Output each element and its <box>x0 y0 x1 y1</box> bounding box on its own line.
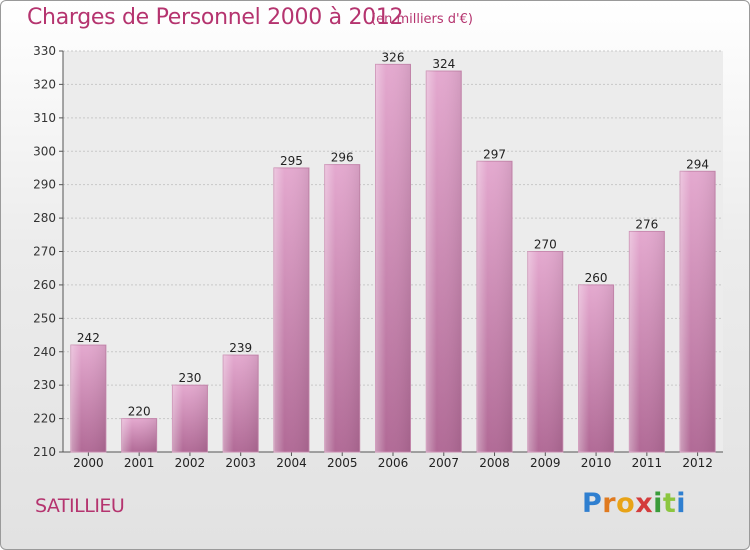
y-tick-label: 240 <box>33 345 56 359</box>
value-label: 295 <box>280 154 303 168</box>
y-tick-label: 220 <box>33 412 56 426</box>
x-tick-label: 2012 <box>682 456 713 470</box>
bar-shine-2011 <box>629 231 665 452</box>
y-tick-label: 230 <box>33 378 56 392</box>
x-tick-label: 2004 <box>276 456 307 470</box>
y-tick-label: 290 <box>33 178 56 192</box>
logo-letter: r <box>602 488 617 519</box>
bar-shine-2012 <box>680 171 716 453</box>
x-tick-label: 2007 <box>428 456 459 470</box>
value-label: 324 <box>432 57 455 71</box>
bar-shine-2000 <box>70 345 106 452</box>
x-tick-label: 2003 <box>225 456 256 470</box>
bar-shine-2010 <box>578 284 614 452</box>
bar-shine-2005 <box>324 164 360 452</box>
y-tick-label: 330 <box>33 44 56 58</box>
bars <box>70 63 716 453</box>
y-tick-label: 310 <box>33 111 56 125</box>
y-tick-label: 300 <box>33 144 56 158</box>
x-tick-label: 2010 <box>581 456 612 470</box>
logo-letter: x <box>635 488 654 519</box>
y-tick-label: 270 <box>33 245 56 259</box>
logo-letter: t <box>662 488 677 519</box>
y-tick-label: 280 <box>33 211 56 225</box>
bar-shine-2004 <box>273 167 309 453</box>
y-tick-label: 320 <box>33 77 56 91</box>
value-label: 294 <box>686 157 709 171</box>
logo-letter: i <box>676 488 687 519</box>
x-tick-label: 2008 <box>479 456 510 470</box>
x-tick-label: 2002 <box>175 456 206 470</box>
bar-shine-2008 <box>477 161 513 452</box>
value-label: 239 <box>229 341 252 355</box>
place-name: SATILLIEU <box>35 495 125 517</box>
bar-shine-2002 <box>172 385 208 452</box>
value-label: 230 <box>178 371 201 385</box>
logo-letter: o <box>616 488 636 519</box>
proxiti-logo[interactable]: Proxiti <box>582 488 686 519</box>
x-tick-label: 2011 <box>632 456 663 470</box>
y-tick-label: 250 <box>33 311 56 325</box>
bar-shine-2006 <box>375 64 411 452</box>
value-label: 276 <box>635 217 658 231</box>
bar-shine-2003 <box>223 355 259 452</box>
chart-title: Charges de Personnel 2000 à 2012 <box>27 5 404 30</box>
bar-shine-2001 <box>121 418 157 452</box>
bar-shine-2009 <box>527 251 563 452</box>
logo-letter: i <box>653 488 663 519</box>
y-tick-label: 260 <box>33 278 56 292</box>
value-label: 297 <box>483 147 506 161</box>
value-label: 270 <box>534 238 557 252</box>
chart-unit: (en milliers d'€) <box>371 12 473 27</box>
value-label: 326 <box>382 50 405 64</box>
x-tick-label: 2009 <box>530 456 561 470</box>
logo-letter: P <box>582 488 603 519</box>
x-tick-label: 2001 <box>124 456 155 470</box>
labels: 210 220 230 240 250 260 270 280 290 300 310 320 330 2… <box>33 44 713 470</box>
value-label: 260 <box>585 271 608 285</box>
x-tick-label: 2005 <box>327 456 358 470</box>
value-label: 296 <box>331 151 354 165</box>
x-tick-label: 2000 <box>73 456 104 470</box>
value-label: 220 <box>128 405 151 419</box>
y-tick-label: 210 <box>33 445 56 459</box>
x-tick-label: 2006 <box>378 456 409 470</box>
bar-shine-2007 <box>426 71 462 453</box>
value-label: 242 <box>77 331 100 345</box>
